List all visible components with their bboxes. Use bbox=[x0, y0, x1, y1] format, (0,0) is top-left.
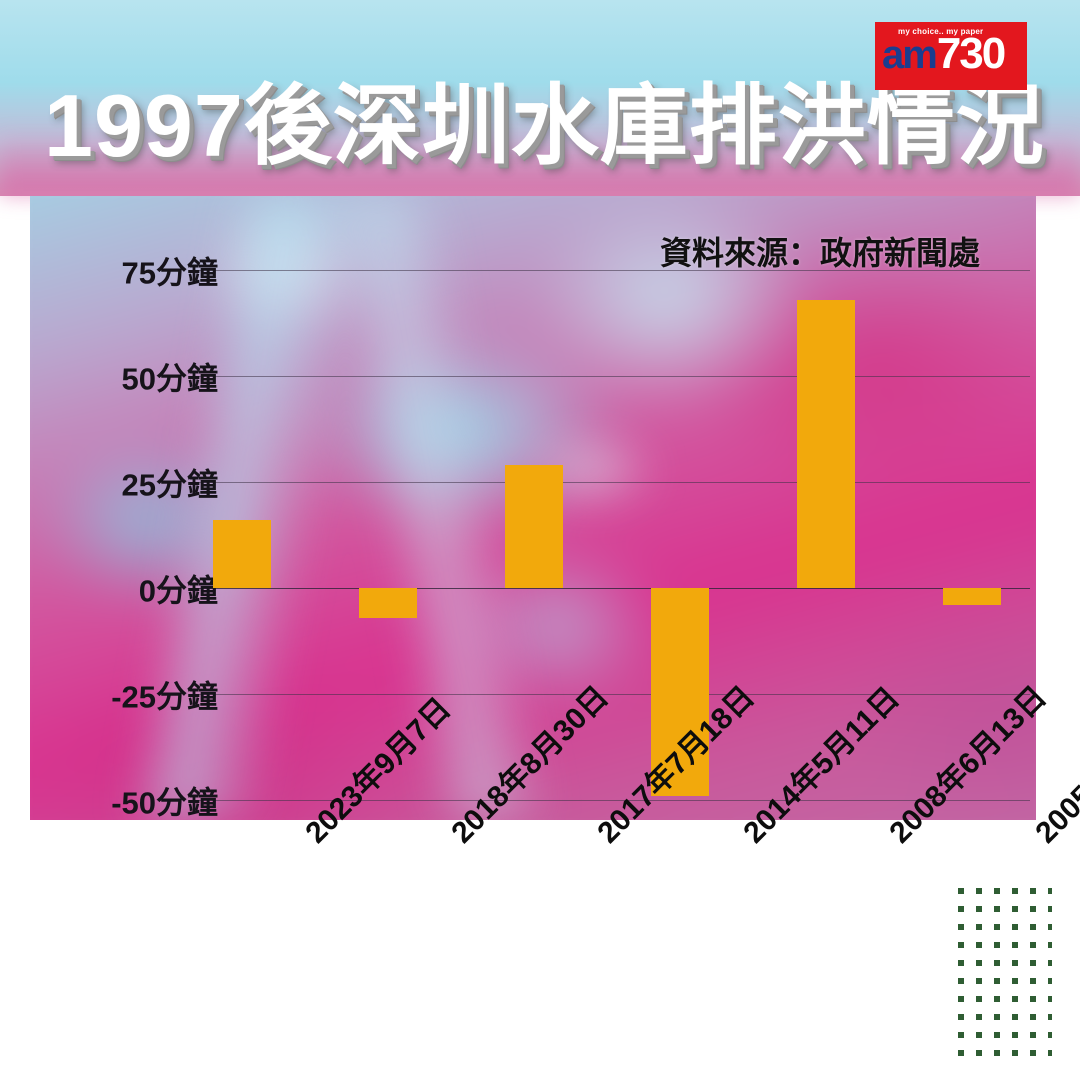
y-axis-tick-label: 0分鐘 bbox=[138, 573, 218, 609]
y-axis-tick-label: -50分鐘 bbox=[111, 785, 218, 821]
logo-730-text: 730 bbox=[936, 29, 1006, 78]
y-axis-tick-label: -25分鐘 bbox=[111, 679, 218, 715]
bar-chart-plot: 75分鐘 50分鐘 25分鐘 0分鐘 -25分鐘 -50分鐘 bbox=[30, 196, 1036, 820]
bar-2014年5月11日 bbox=[651, 588, 709, 796]
header-band bbox=[0, 0, 1080, 196]
bar-2005年8月20日 bbox=[943, 588, 1001, 605]
decorative-dot-grid-bottom-right bbox=[958, 888, 1052, 1066]
am730-logo: my choice.. my paper am 730 bbox=[875, 22, 1027, 90]
gridline--50 bbox=[195, 800, 1030, 801]
header-photo-tint bbox=[0, 130, 1080, 196]
page-title: 1997後深圳水庫排洪情況 bbox=[44, 76, 1045, 175]
gridline--25 bbox=[195, 694, 1030, 695]
bar-2008年6月13日 bbox=[797, 299, 855, 588]
y-axis-tick-label: 75分鐘 bbox=[121, 255, 218, 291]
chart-panel: 75分鐘 50分鐘 25分鐘 0分鐘 -25分鐘 -50分鐘 bbox=[30, 196, 1036, 820]
bar-2018年8月30日 bbox=[359, 588, 417, 618]
source-note: 資料來源：政府新聞處 bbox=[660, 235, 981, 271]
gridline-0 bbox=[195, 588, 1030, 589]
gridline-75 bbox=[195, 270, 1030, 271]
gridline-25 bbox=[195, 482, 1030, 483]
bar-2017年7月18日 bbox=[505, 465, 563, 588]
logo-tagline: my choice.. my paper bbox=[898, 27, 984, 36]
logo-wordmark: am 730 bbox=[882, 29, 1020, 78]
x-axis-labels: 2023年9月7日 2018年8月30日 2017年7月18日 2014年5月11日 2… bbox=[0, 680, 1080, 1080]
logo-am-text: am bbox=[882, 33, 938, 77]
y-axis-tick-label: 50分鐘 bbox=[121, 361, 218, 397]
y-axis-tick-label: 25分鐘 bbox=[121, 467, 218, 503]
gridline-50 bbox=[195, 376, 1030, 377]
bar-2023年9月7日 bbox=[213, 520, 271, 588]
